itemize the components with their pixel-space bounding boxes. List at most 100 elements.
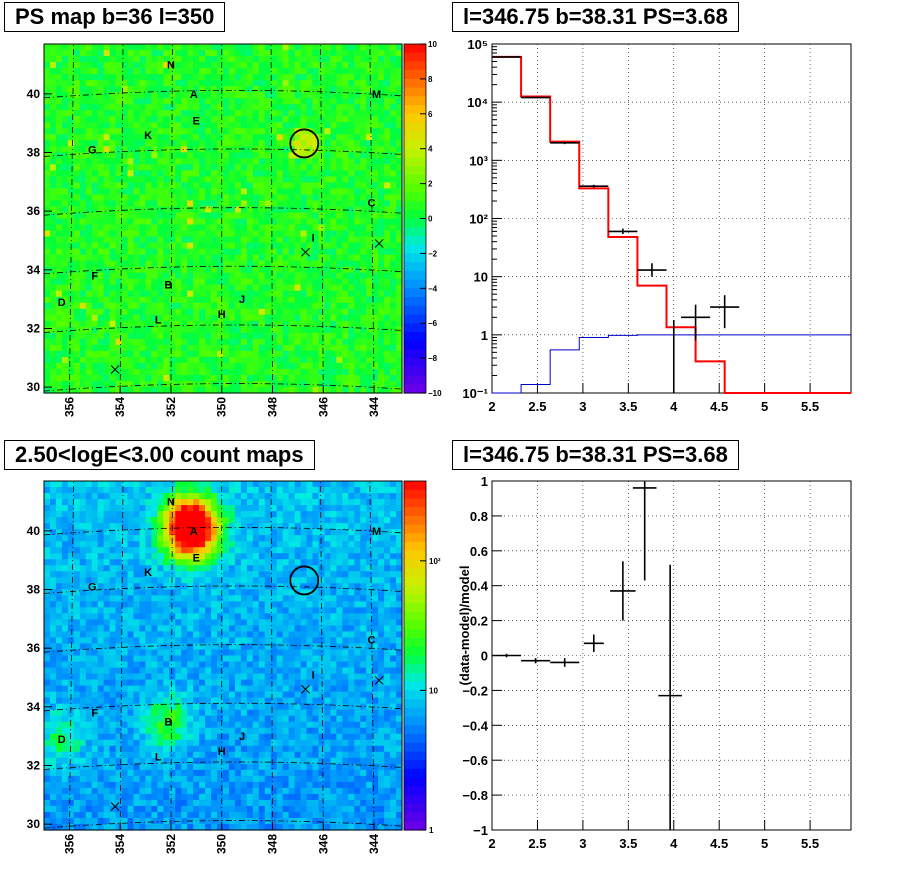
heatmap-cell — [79, 134, 87, 141]
heatmap-cell — [193, 236, 200, 244]
heatmap-cell — [103, 128, 111, 135]
heatmap-cell — [270, 380, 278, 388]
heatmap-cell — [163, 715, 170, 723]
heatmap-cell — [205, 374, 212, 382]
heatmap-cell — [324, 92, 331, 99]
heatmap-cell — [258, 230, 266, 238]
heatmap-cell — [288, 62, 296, 69]
heatmap-cell — [44, 721, 51, 729]
heatmap-cell — [348, 194, 355, 202]
heatmap-cell — [264, 68, 272, 75]
heatmap-cell — [139, 691, 147, 699]
heatmap-cell — [228, 332, 236, 340]
heatmap-cell — [288, 86, 296, 93]
heatmap-cell — [354, 194, 361, 202]
heatmap-cell — [79, 805, 87, 813]
heatmap-cell — [109, 601, 117, 608]
source-label: G — [88, 145, 97, 157]
heatmap-cell — [55, 667, 63, 675]
heatmap-cell — [151, 332, 158, 340]
heatmap-cell — [103, 368, 111, 376]
heatmap-cell — [73, 487, 81, 494]
heatmap-cell — [145, 56, 152, 63]
heatmap-cell — [157, 194, 164, 202]
heatmap-cell — [360, 284, 367, 292]
heatmap-cell — [91, 607, 99, 614]
heatmap-cell — [97, 386, 105, 394]
heatmap-cell — [199, 74, 206, 81]
heatmap-cell — [49, 116, 57, 123]
heatmap-cell — [145, 308, 152, 316]
heatmap-cell — [163, 176, 170, 183]
heatmap-cell — [151, 338, 158, 346]
heatmap-cell — [133, 547, 141, 554]
heatmap-cell — [169, 164, 176, 171]
heatmap-cell — [49, 68, 57, 75]
heatmap-cell — [97, 158, 105, 165]
heatmap-cell — [354, 152, 361, 159]
heatmap-cell — [145, 661, 152, 669]
heatmap-cell — [127, 194, 135, 202]
heatmap-cell — [211, 68, 218, 75]
heatmap-cell — [133, 284, 141, 292]
heatmap-cell — [79, 200, 87, 208]
heatmap-cell — [79, 655, 87, 663]
heatmap-cell — [246, 110, 254, 117]
heatmap-cell — [115, 134, 123, 141]
colorbar-cell — [404, 87, 426, 97]
heatmap-cell — [264, 320, 272, 328]
heatmap-cell — [217, 80, 224, 87]
heatmap-cell — [372, 380, 379, 388]
heatmap-cell — [91, 643, 99, 651]
heatmap-cell — [342, 104, 349, 111]
heatmap-cell — [44, 613, 51, 620]
heatmap-cell — [115, 56, 123, 63]
heatmap-cell — [79, 583, 87, 590]
heatmap-cell — [103, 212, 111, 220]
heatmap-cell — [151, 80, 158, 87]
heatmap-cell — [175, 188, 182, 196]
heatmap-cell — [79, 104, 87, 111]
heatmap-cell — [97, 374, 105, 382]
heatmap-cell — [127, 68, 135, 75]
heatmap-cell — [151, 212, 158, 220]
heatmap-cell — [372, 56, 379, 63]
heatmap-cell — [49, 80, 57, 87]
heatmap-cell — [145, 188, 152, 196]
heatmap-cell — [67, 164, 75, 171]
heatmap-cell — [133, 637, 141, 645]
heatmap-cell — [91, 799, 99, 807]
heatmap-cell — [109, 667, 117, 675]
heatmap-cell — [44, 170, 51, 177]
heatmap-cell — [103, 80, 111, 87]
heatmap-cell — [217, 290, 224, 298]
heatmap-cell — [97, 739, 105, 747]
heatmap-cell — [240, 170, 248, 177]
heatmap-cell — [139, 643, 147, 651]
heatmap-cell — [282, 374, 290, 382]
heatmap-cell — [175, 170, 182, 177]
heatmap-cell — [79, 146, 87, 153]
heatmap-cell — [97, 577, 105, 584]
heatmap-cell — [264, 50, 272, 57]
heatmap-cell — [378, 230, 385, 238]
heatmap-cell — [79, 350, 87, 358]
heatmap-cell — [49, 583, 57, 590]
heatmap-cell — [312, 218, 320, 226]
heatmap-cell — [97, 272, 105, 280]
heatmap-cell — [133, 535, 141, 542]
heatmap-cell — [163, 272, 170, 280]
heatmap-cell — [324, 356, 331, 364]
heatmap-cell — [342, 362, 349, 370]
heatmap-cell — [193, 374, 200, 382]
heatmap-cell — [103, 739, 111, 747]
heatmap-cell — [246, 254, 254, 262]
heatmap-cell — [73, 182, 81, 190]
heatmap-cell — [79, 553, 87, 560]
heatmap-cell — [121, 236, 129, 244]
heatmap-cell — [44, 823, 51, 831]
heatmap-cell — [73, 613, 81, 620]
heatmap-cell — [211, 50, 218, 57]
heatmap-cell — [330, 44, 337, 51]
heatmap-cell — [181, 260, 188, 268]
